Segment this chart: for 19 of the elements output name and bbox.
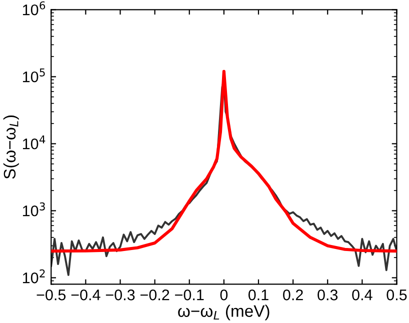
- x-tick-label: 0: [220, 290, 228, 300]
- y-tick-label: 10$^{2}$: [22, 269, 45, 284]
- x-tick-label: 0.5: [386, 290, 407, 300]
- x-tick-label: −0.4: [71, 290, 100, 300]
- x-tick-label: −0.1: [175, 290, 204, 300]
- line-series: [51, 70, 397, 253]
- x-tick-label: −0.3: [106, 290, 135, 300]
- x-tick-label: 0.1: [248, 290, 268, 300]
- x-tick-label: 0.2: [283, 290, 303, 300]
- y-axis-title: S(ω−ω$_{L}$): [3, 115, 19, 179]
- x-axis-title: ω−ω$_{L}$ (meV): [178, 304, 270, 320]
- y-tick-label: 10$^{4}$: [22, 136, 46, 150]
- x-tick-label: 0.3: [318, 290, 338, 300]
- x-tick-label: 0.4: [352, 290, 372, 300]
- x-tick-label: −0.5: [36, 290, 66, 300]
- y-tick-label: 10$^{5}$: [22, 68, 45, 82]
- y-tick-label: 10$^{3}$: [22, 202, 45, 216]
- x-tick-label: −0.2: [140, 290, 170, 300]
- y-tick-label: 10$^{6}$: [22, 1, 46, 16]
